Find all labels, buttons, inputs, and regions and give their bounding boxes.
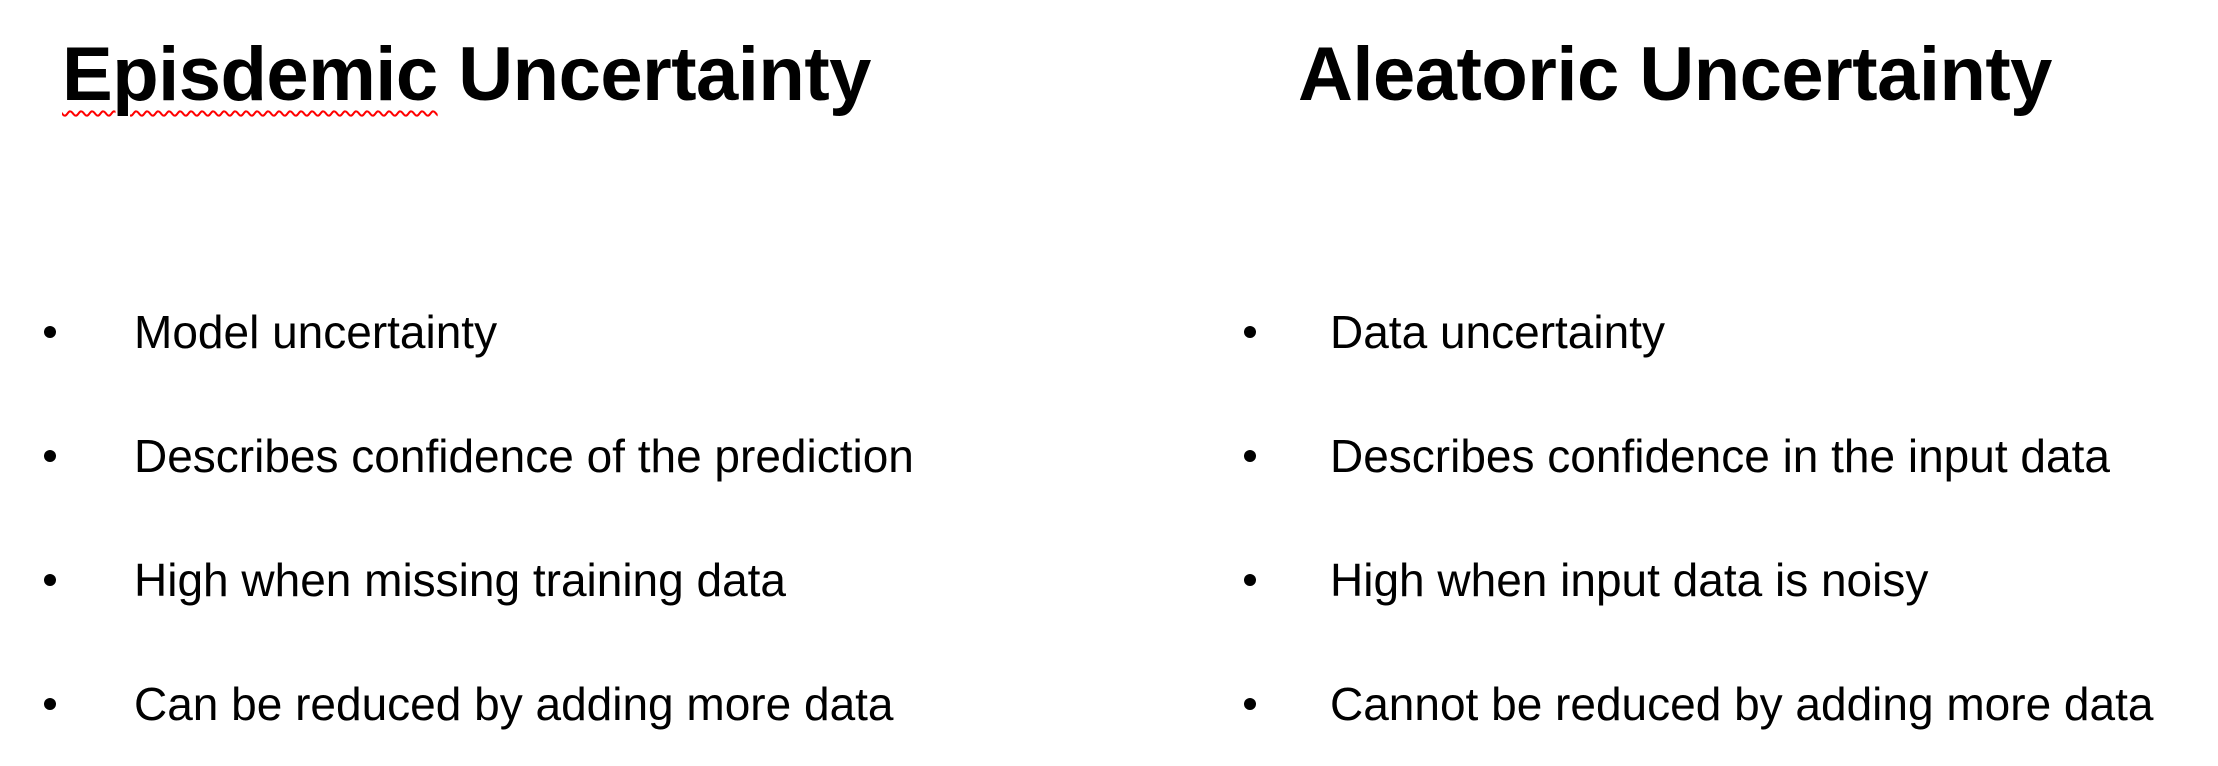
list-item-text: Describes confidence of the prediction — [134, 430, 914, 482]
list-item-text: Cannot be reduced by adding more data — [1330, 678, 2154, 730]
list-item-text: Can be reduced by adding more data — [134, 678, 894, 730]
list-item: High when missing training data — [0, 518, 1190, 642]
bullet-icon — [1244, 450, 1256, 462]
bullet-icon — [44, 574, 56, 586]
list-item: Describes confidence of the prediction — [0, 394, 1190, 518]
list-item-text: High when missing training data — [134, 554, 787, 606]
bullet-icon — [44, 698, 56, 710]
list-item: High when input data is noisy — [1190, 518, 2218, 642]
heading-word: Uncertainty — [458, 32, 871, 117]
aleatoric-heading: Aleatoric Uncertainty — [1298, 32, 2052, 117]
bullet-icon — [44, 326, 56, 338]
bullet-icon — [1244, 698, 1256, 710]
list-item: Cannot be reduced by adding more data — [1190, 642, 2218, 766]
list-item: Describes confidence in the input data — [1190, 394, 2218, 518]
list-item: Can be reduced by adding more data — [0, 642, 1190, 766]
list-item: Data uncertainty — [1190, 270, 2218, 394]
epistemic-bullet-list: Model uncertainty Describes confidence o… — [0, 270, 1190, 766]
list-item: Model uncertainty — [0, 270, 1190, 394]
epistemic-column: Episdemic Uncertainty Model uncertainty … — [44, 30, 914, 730]
list-item-text: Describes confidence in the input data — [1330, 430, 2110, 482]
aleatoric-bullet-list: Data uncertainty Describes confidence in… — [1190, 270, 2218, 766]
list-item-text: Model uncertainty — [134, 306, 498, 358]
misspelled-word: Episdemic — [62, 32, 438, 117]
list-item-text: High when input data is noisy — [1330, 554, 1929, 606]
bullet-icon — [44, 450, 56, 462]
aleatoric-column: Aleatoric Uncertainty Data uncertainty D… — [1190, 0, 2218, 760]
epistemic-heading: Episdemic Uncertainty — [62, 30, 871, 120]
bullet-icon — [1244, 326, 1256, 338]
list-item-text: Data uncertainty — [1330, 306, 1665, 358]
bullet-icon — [1244, 574, 1256, 586]
